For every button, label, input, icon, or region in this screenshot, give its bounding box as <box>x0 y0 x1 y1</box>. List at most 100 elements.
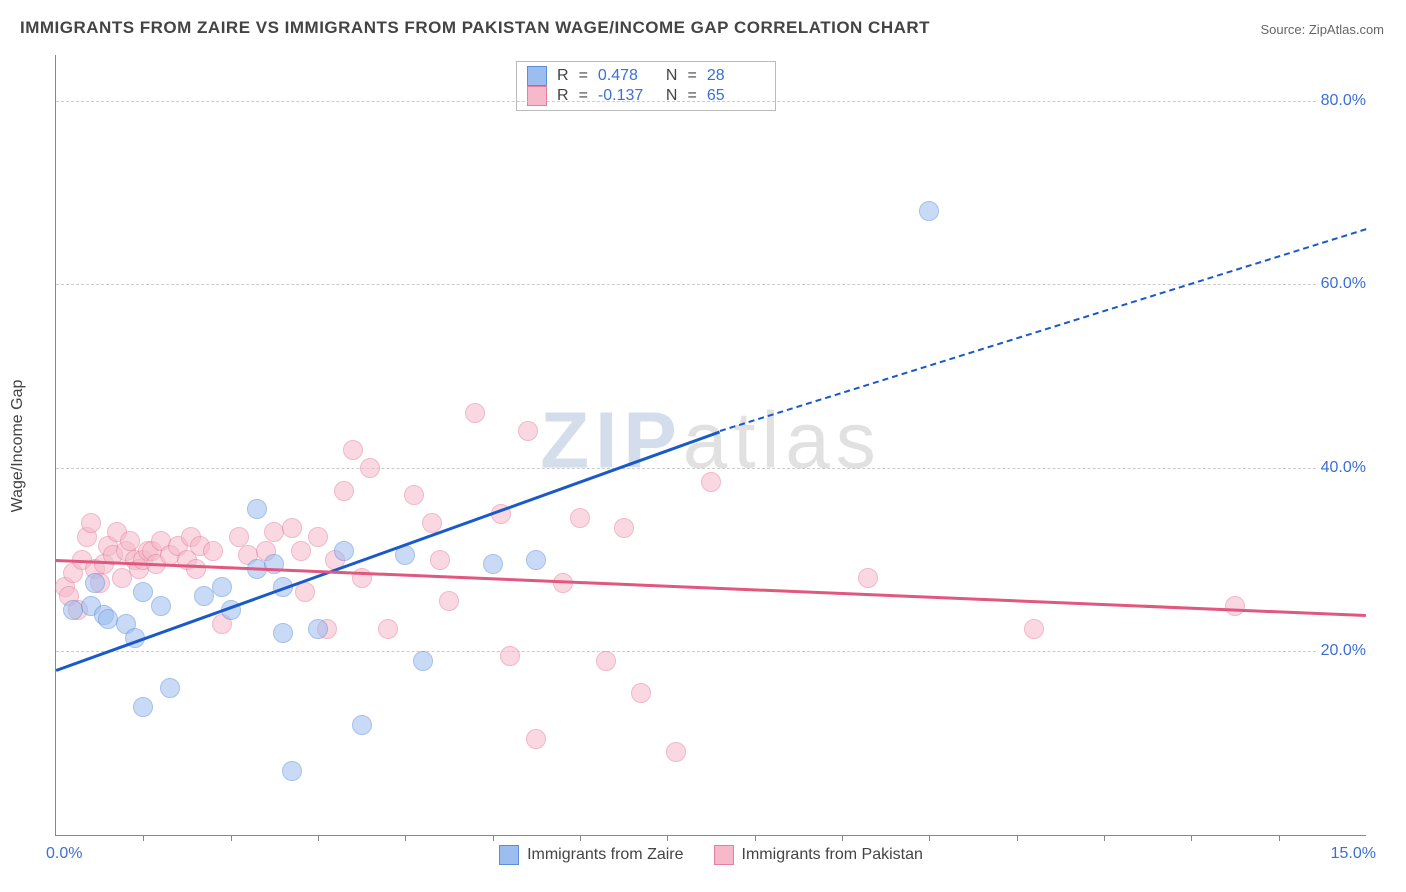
zaire-point <box>483 554 503 574</box>
pakistan-point <box>203 541 223 561</box>
zaire-point <box>308 619 328 639</box>
chart-title: IMMIGRANTS FROM ZAIRE VS IMMIGRANTS FROM… <box>20 18 930 38</box>
gridline <box>56 284 1366 285</box>
x-tick-mark <box>1017 835 1018 841</box>
gridline <box>56 651 1366 652</box>
zaire-label: Immigrants from Zaire <box>527 846 683 864</box>
y-tick-label: 40.0% <box>1317 459 1370 477</box>
zaire-point <box>282 761 302 781</box>
pakistan-point <box>596 651 616 671</box>
pakistan-point <box>378 619 398 639</box>
pakistan-point <box>81 513 101 533</box>
zaire-point <box>526 550 546 570</box>
zaire-point <box>151 596 171 616</box>
pakistan-point <box>666 742 686 762</box>
pakistan-point <box>291 541 311 561</box>
x-tick-min: 0.0% <box>46 845 82 863</box>
chart-plot-area: ZIPatlas R = 0.478 N = 28 R = -0.137 N =… <box>55 55 1366 836</box>
source-attribution: Source: ZipAtlas.com <box>1260 22 1384 37</box>
zaire-point <box>247 499 267 519</box>
n-label: N <box>666 87 678 105</box>
pakistan-point <box>422 513 442 533</box>
pakistan-point <box>631 683 651 703</box>
zaire-regression-extrapolation <box>719 228 1366 432</box>
gridline <box>56 101 1366 102</box>
x-tick-mark <box>231 835 232 841</box>
eq-sign: = <box>579 67 588 85</box>
pakistan-label: Immigrants from Pakistan <box>742 846 923 864</box>
y-tick-label: 20.0% <box>1317 642 1370 660</box>
pakistan-point <box>570 508 590 528</box>
legend-row-zaire: R = 0.478 N = 28 <box>527 66 765 86</box>
pakistan-r-value: -0.137 <box>598 87 656 105</box>
x-tick-mark <box>405 835 406 841</box>
pakistan-point <box>186 559 206 579</box>
zaire-point <box>334 541 354 561</box>
r-label: R <box>557 87 569 105</box>
pakistan-point <box>465 403 485 423</box>
x-tick-mark <box>929 835 930 841</box>
x-tick-mark <box>493 835 494 841</box>
pakistan-point <box>1225 596 1245 616</box>
pakistan-point <box>701 472 721 492</box>
r-label: R <box>557 67 569 85</box>
pakistan-point <box>229 527 249 547</box>
zaire-swatch <box>527 66 547 86</box>
zaire-point <box>133 697 153 717</box>
zaire-point <box>919 201 939 221</box>
eq-sign: = <box>687 67 696 85</box>
zaire-r-value: 0.478 <box>598 67 656 85</box>
x-tick-mark <box>1191 835 1192 841</box>
x-tick-mark <box>1279 835 1280 841</box>
zaire-point <box>352 715 372 735</box>
legend-item-zaire: Immigrants from Zaire <box>499 845 683 865</box>
x-tick-mark <box>842 835 843 841</box>
zaire-n-value: 28 <box>707 67 765 85</box>
y-tick-label: 60.0% <box>1317 275 1370 293</box>
pakistan-point <box>360 458 380 478</box>
zaire-point <box>85 573 105 593</box>
zaire-point <box>160 678 180 698</box>
eq-sign: = <box>579 87 588 105</box>
pakistan-point <box>439 591 459 611</box>
eq-sign: = <box>687 87 696 105</box>
y-axis-label: Wage/Income Gap <box>9 380 27 513</box>
zaire-point <box>133 582 153 602</box>
pakistan-point <box>518 421 538 441</box>
pakistan-regression-line <box>56 559 1366 617</box>
pakistan-point <box>526 729 546 749</box>
correlation-legend: R = 0.478 N = 28 R = -0.137 N = 65 <box>516 61 776 111</box>
zaire-point <box>264 554 284 574</box>
pakistan-point <box>1024 619 1044 639</box>
zaire-point <box>273 623 293 643</box>
y-tick-label: 80.0% <box>1317 92 1370 110</box>
zaire-point <box>413 651 433 671</box>
pakistan-point <box>500 646 520 666</box>
pakistan-point <box>614 518 634 538</box>
pakistan-point <box>404 485 424 505</box>
gridline <box>56 468 1366 469</box>
pakistan-point <box>858 568 878 588</box>
pakistan-n-value: 65 <box>707 87 765 105</box>
legend-item-pakistan: Immigrants from Pakistan <box>714 845 923 865</box>
pakistan-swatch <box>527 86 547 106</box>
x-tick-mark <box>143 835 144 841</box>
x-tick-max: 15.0% <box>1331 845 1376 863</box>
legend-row-pakistan: R = -0.137 N = 65 <box>527 86 765 106</box>
x-tick-mark <box>580 835 581 841</box>
x-tick-mark <box>755 835 756 841</box>
series-legend: Immigrants from Zaire Immigrants from Pa… <box>56 845 1366 865</box>
zaire-swatch <box>499 845 519 865</box>
x-tick-mark <box>1104 835 1105 841</box>
zaire-point <box>212 577 232 597</box>
x-tick-mark <box>667 835 668 841</box>
pakistan-point <box>308 527 328 547</box>
n-label: N <box>666 67 678 85</box>
x-tick-mark <box>318 835 319 841</box>
pakistan-swatch <box>714 845 734 865</box>
pakistan-point <box>295 582 315 602</box>
pakistan-point <box>334 481 354 501</box>
pakistan-point <box>343 440 363 460</box>
pakistan-point <box>282 518 302 538</box>
pakistan-point <box>430 550 450 570</box>
